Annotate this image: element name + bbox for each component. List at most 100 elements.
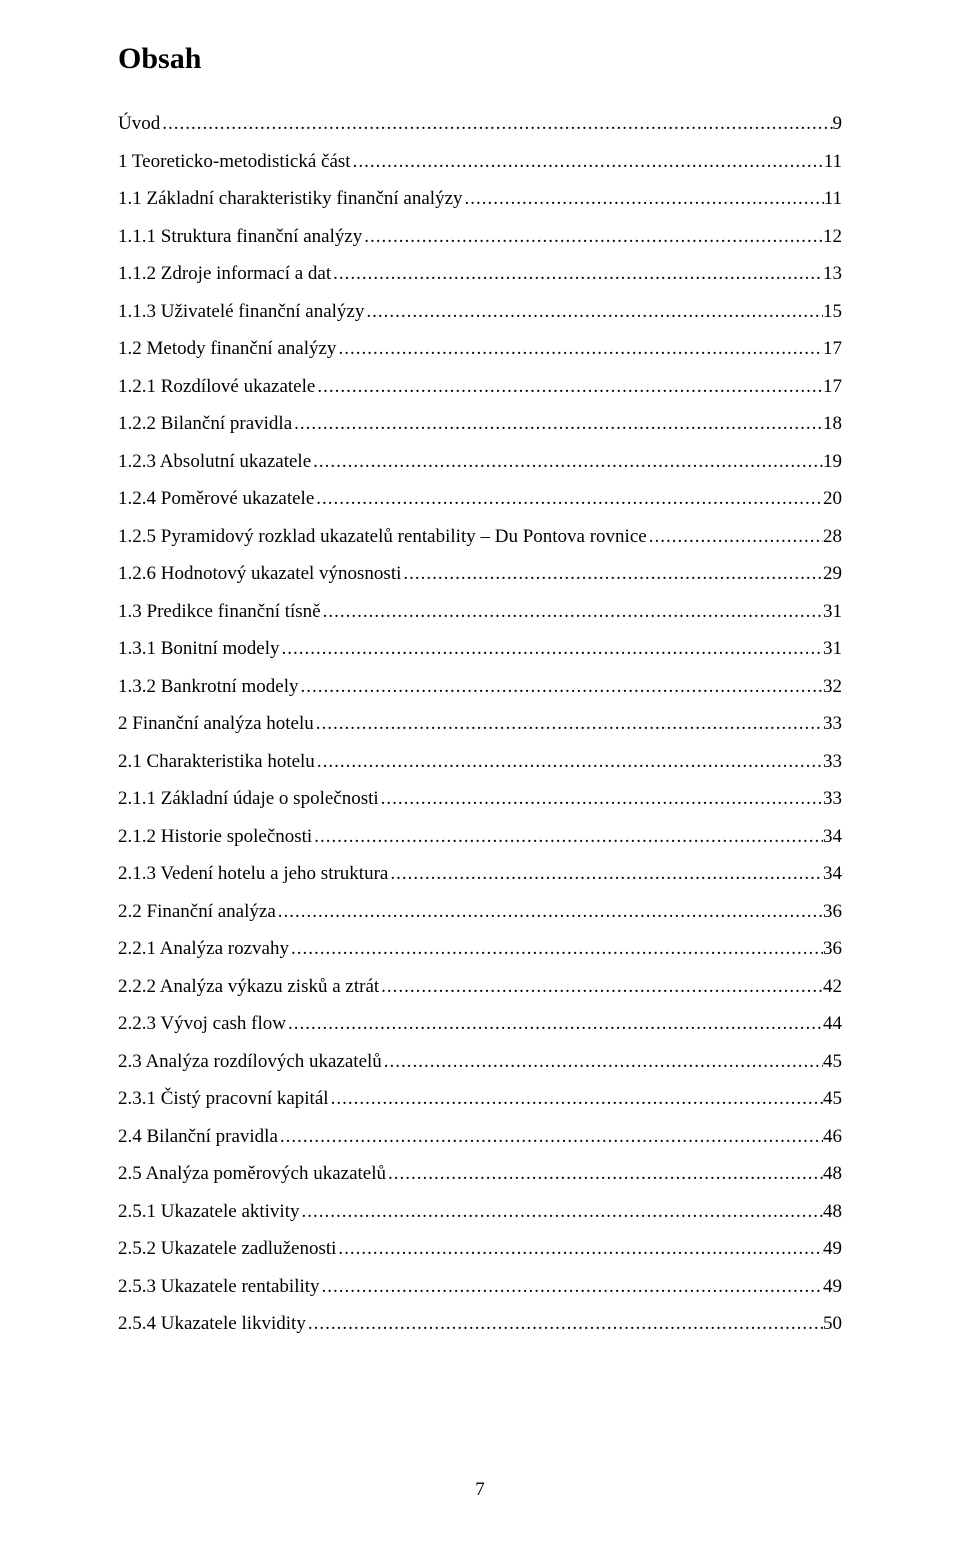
- toc-row: 2.5 Analýza poměrových ukazatelů48: [118, 1164, 842, 1183]
- toc-label: 1.2.1 Rozdílové ukazatele: [118, 377, 315, 396]
- toc-row: 1.2 Metody finanční analýzy17: [118, 339, 842, 358]
- toc-page: 17: [823, 377, 842, 396]
- toc-leader: [314, 489, 823, 508]
- toc-row: 1.3 Predikce finanční tísně 31: [118, 602, 842, 621]
- toc-page: 45: [823, 1089, 842, 1108]
- toc-label: 2.5.3 Ukazatele rentability: [118, 1277, 320, 1296]
- toc-row: 2.5.2 Ukazatele zadluženosti 49: [118, 1239, 842, 1258]
- toc-label: 2.5.2 Ukazatele zadluženosti: [118, 1239, 336, 1258]
- toc-leader: [320, 1277, 823, 1296]
- toc-page: 50: [823, 1314, 842, 1333]
- toc-row: 1.1.2 Zdroje informací a dat13: [118, 264, 842, 283]
- toc-leader: [314, 714, 823, 733]
- toc-leader: [388, 864, 823, 883]
- toc-label: 2.2.3 Vývoj cash flow: [118, 1014, 286, 1033]
- toc-row: 2.2.3 Vývoj cash flow 44: [118, 1014, 842, 1033]
- toc-row: 1.2.5 Pyramidový rozklad ukazatelů renta…: [118, 527, 842, 546]
- toc-leader: [362, 227, 823, 246]
- toc-label: 2.2.1 Analýza rozvahy: [118, 939, 289, 958]
- toc-page: 32: [823, 677, 842, 696]
- toc-row: 2.1.1 Základní údaje o společnosti 33: [118, 789, 842, 808]
- toc-leader: [315, 377, 823, 396]
- toc-leader: [329, 1089, 823, 1108]
- toc-page: 45: [823, 1052, 842, 1071]
- toc-leader: [311, 452, 823, 471]
- toc-page: 31: [823, 602, 842, 621]
- toc-row: 1 Teoreticko-metodistická část 11: [118, 152, 842, 171]
- toc-row: 2.5.4 Ukazatele likvidity50: [118, 1314, 842, 1333]
- toc-page: 28: [823, 527, 842, 546]
- toc-row: 2.1.3 Vedení hotelu a jeho struktura 34: [118, 864, 842, 883]
- toc-page: 33: [823, 714, 842, 733]
- toc-row: 2.2.2 Analýza výkazu zisků a ztrát42: [118, 977, 842, 996]
- toc-page: 34: [823, 864, 842, 883]
- toc-leader: [278, 1127, 823, 1146]
- toc-leader: [321, 602, 823, 621]
- toc-row: 1.3.1 Bonitní modely 31: [118, 639, 842, 658]
- toc-row: 1.2.4 Poměrové ukazatele 20: [118, 489, 842, 508]
- toc-row: 2.3 Analýza rozdílových ukazatelů 45: [118, 1052, 842, 1071]
- toc-leader: [379, 789, 823, 808]
- toc-label: 1.3.1 Bonitní modely: [118, 639, 280, 658]
- toc-page: 11: [824, 152, 842, 171]
- toc-leader: [276, 902, 823, 921]
- toc-row: 1.2.6 Hodnotový ukazatel výnosnosti29: [118, 564, 842, 583]
- toc-leader: [336, 1239, 823, 1258]
- toc-page: 36: [823, 902, 842, 921]
- toc-label: 1.2.2 Bilanční pravidla: [118, 414, 292, 433]
- toc-leader: [351, 152, 824, 171]
- toc-leader: [463, 189, 824, 208]
- toc-row: 1.2.1 Rozdílové ukazatele 17: [118, 377, 842, 396]
- toc-label: 1.2.3 Absolutní ukazatele: [118, 452, 311, 471]
- toc-row: 1.1.1 Struktura finanční analýzy 12: [118, 227, 842, 246]
- toc-page: 11: [824, 189, 842, 208]
- toc-leader: [364, 302, 823, 321]
- toc-label: 2.1 Charakteristika hotelu: [118, 752, 315, 771]
- toc-label: 1.2.4 Poměrové ukazatele: [118, 489, 314, 508]
- toc-page: 49: [823, 1239, 842, 1258]
- toc-page: 12: [823, 227, 842, 246]
- toc-label: 2.2 Finanční analýza: [118, 902, 276, 921]
- toc-page: 15: [823, 302, 842, 321]
- toc-label: 1.2.5 Pyramidový rozklad ukazatelů renta…: [118, 527, 647, 546]
- toc-row: 2 Finanční analýza hotelu33: [118, 714, 842, 733]
- toc-label: 2.1.3 Vedení hotelu a jeho struktura: [118, 864, 388, 883]
- toc-row: 1.3.2 Bankrotní modely 32: [118, 677, 842, 696]
- toc-label: 1.1.2 Zdroje informací a dat: [118, 264, 331, 283]
- toc-leader: [647, 527, 823, 546]
- toc-leader: [292, 414, 823, 433]
- toc-page: 17: [823, 339, 842, 358]
- toc-page: 33: [823, 752, 842, 771]
- toc-page: 44: [823, 1014, 842, 1033]
- toc-leader: [289, 939, 823, 958]
- toc-page: 46: [823, 1127, 842, 1146]
- toc-page: 48: [823, 1164, 842, 1183]
- toc-label: 1.1.1 Struktura finanční analýzy: [118, 227, 362, 246]
- table-of-contents: Úvod9 1 Teoreticko-metodistická část 11 1.1…: [118, 114, 842, 1333]
- toc-leader: [379, 977, 823, 996]
- page-number: 7: [0, 1479, 960, 1501]
- toc-page: 42: [823, 977, 842, 996]
- toc-page: 31: [823, 639, 842, 658]
- toc-label: 1.3.2 Bankrotní modely: [118, 677, 298, 696]
- toc-page: 48: [823, 1202, 842, 1221]
- toc-leader: [386, 1164, 823, 1183]
- toc-page: 20: [823, 489, 842, 508]
- toc-page: 33: [823, 789, 842, 808]
- toc-row: 2.1.2 Historie společnosti34: [118, 827, 842, 846]
- toc-leader: [160, 114, 832, 133]
- toc-row: Úvod9: [118, 114, 842, 133]
- toc-label: 2.1.1 Základní údaje o společnosti: [118, 789, 379, 808]
- toc-row: 1.2.2 Bilanční pravidla18: [118, 414, 842, 433]
- toc-label: Úvod: [118, 114, 160, 133]
- toc-label: 1 Teoreticko-metodistická část: [118, 152, 351, 171]
- toc-leader: [306, 1314, 823, 1333]
- toc-leader: [336, 339, 823, 358]
- toc-leader: [382, 1052, 823, 1071]
- toc-page: 29: [823, 564, 842, 583]
- toc-label: 2.3.1 Čistý pracovní kapitál: [118, 1089, 329, 1108]
- toc-page: 49: [823, 1277, 842, 1296]
- toc-label: 1.3 Predikce finanční tísně: [118, 602, 321, 621]
- toc-label: 2.3 Analýza rozdílových ukazatelů: [118, 1052, 382, 1071]
- toc-page: 36: [823, 939, 842, 958]
